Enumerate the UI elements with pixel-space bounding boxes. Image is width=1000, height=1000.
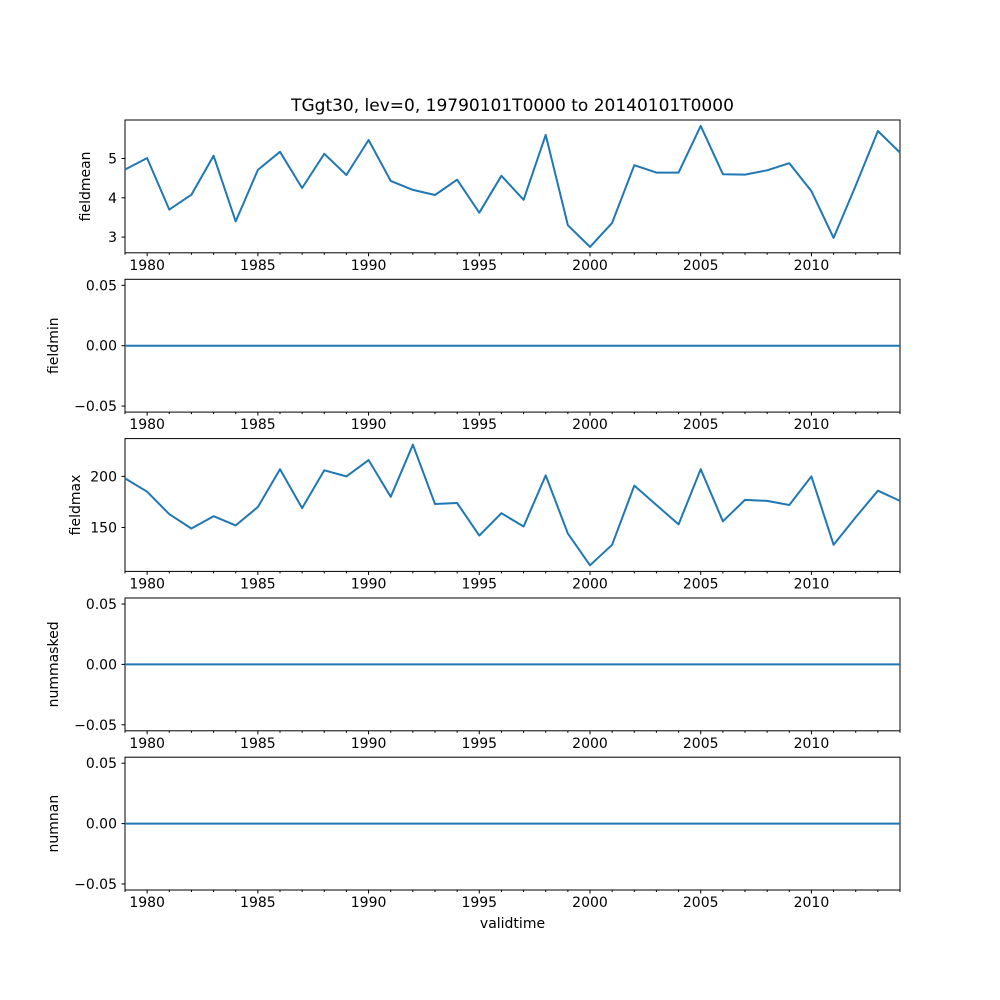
x-tick-label: 2005 [683, 895, 719, 911]
y-tick-label: −0.05 [74, 718, 117, 734]
subplot-nummasked: 1980 1985 1990 1995 2000 2005 2010 −0.05 0.00 0.0… [46, 597, 901, 752]
x-tick-label: 1985 [240, 417, 276, 433]
x-tick-label: 1980 [129, 417, 165, 433]
y-tick-label: −0.05 [74, 877, 117, 893]
x-tick-label: 2010 [794, 258, 830, 274]
x-tick-label: 1995 [461, 417, 497, 433]
axes-frame [124, 438, 901, 572]
x-tick-label: 1985 [240, 895, 276, 911]
y-tick-label: 0.05 [86, 756, 117, 772]
x-tick-label: 1980 [129, 736, 165, 752]
x-tick-label: 2000 [572, 895, 608, 911]
x-tick-label: 2010 [794, 417, 830, 433]
x-tick-label: 1990 [351, 736, 387, 752]
y-tick-label: 3 [108, 230, 117, 246]
x-tick-label: 1985 [240, 736, 276, 752]
x-tick-label: 2000 [572, 258, 608, 274]
x-tick-label: 1995 [461, 895, 497, 911]
y-axis-label-numnan: numnan [46, 795, 62, 853]
x-tick-label: 2010 [794, 736, 830, 752]
x-tick-label: 1985 [240, 576, 276, 592]
x-tick-label: 1990 [351, 417, 387, 433]
x-tick-label: 1995 [461, 258, 497, 274]
y-axis-label-fieldmean: fieldmean [78, 151, 94, 221]
x-tick-label: 2000 [572, 417, 608, 433]
x-tick-label: 2010 [794, 895, 830, 911]
x-axis-label: validtime [479, 916, 546, 932]
x-tick-label: 2000 [572, 576, 608, 592]
subplot-fieldmean: 1980 1985 1990 1995 2000 2005 2010 3 4 5 fieldmean [78, 119, 901, 274]
y-axis-label-nummasked: nummasked [46, 621, 62, 707]
y-tick-label: −0.05 [74, 399, 117, 415]
x-tick-label: 2005 [683, 258, 719, 274]
x-tick-label: 1990 [351, 895, 387, 911]
y-axis-label-fieldmax: fieldmax [68, 475, 84, 536]
axes-frame [124, 119, 901, 254]
y-tick-label: 200 [90, 469, 117, 485]
subplot-fieldmax: 1980 1985 1990 1995 2000 2005 2010 150 200 fieldm… [68, 438, 901, 592]
y-tick-label: 0.00 [86, 657, 117, 673]
x-tick-label: 1990 [351, 576, 387, 592]
x-tick-label: 1980 [129, 895, 165, 911]
y-tick-label: 150 [90, 520, 117, 536]
x-tick-label: 2005 [683, 736, 719, 752]
y-tick-label: 0.05 [86, 597, 117, 613]
y-tick-label: 0.05 [86, 278, 117, 294]
x-tick-label: 1980 [129, 576, 165, 592]
y-tick-label: 5 [108, 152, 117, 168]
x-tick-label: 2010 [794, 576, 830, 592]
x-tick-label: 1995 [461, 576, 497, 592]
data-line-fieldmean [124, 124, 901, 248]
y-tick-label: 4 [108, 191, 117, 207]
x-tick-label: 1985 [240, 258, 276, 274]
subplot-fieldmin: 1980 1985 1990 1995 2000 2005 2010 −0.05 0.00 0.0… [46, 278, 901, 433]
figure-title: TGgt30, lev=0, 19790101T0000 to 20140101… [291, 96, 734, 116]
x-tick-label: 2005 [683, 576, 719, 592]
subplot-numnan: 1980 1985 1990 1995 2000 2005 2010 −0.05 0.00 0.0… [46, 756, 901, 911]
y-axis-label-fieldmin: fieldmin [46, 317, 62, 374]
x-tick-label: 1990 [351, 258, 387, 274]
x-tick-label: 1980 [129, 258, 165, 274]
data-line-fieldmax [124, 443, 901, 567]
x-tick-label: 2000 [572, 736, 608, 752]
x-tick-label: 1995 [461, 736, 497, 752]
x-tick-label: 2005 [683, 417, 719, 433]
y-tick-label: 0.00 [86, 817, 117, 833]
y-tick-label: 0.00 [86, 339, 117, 355]
